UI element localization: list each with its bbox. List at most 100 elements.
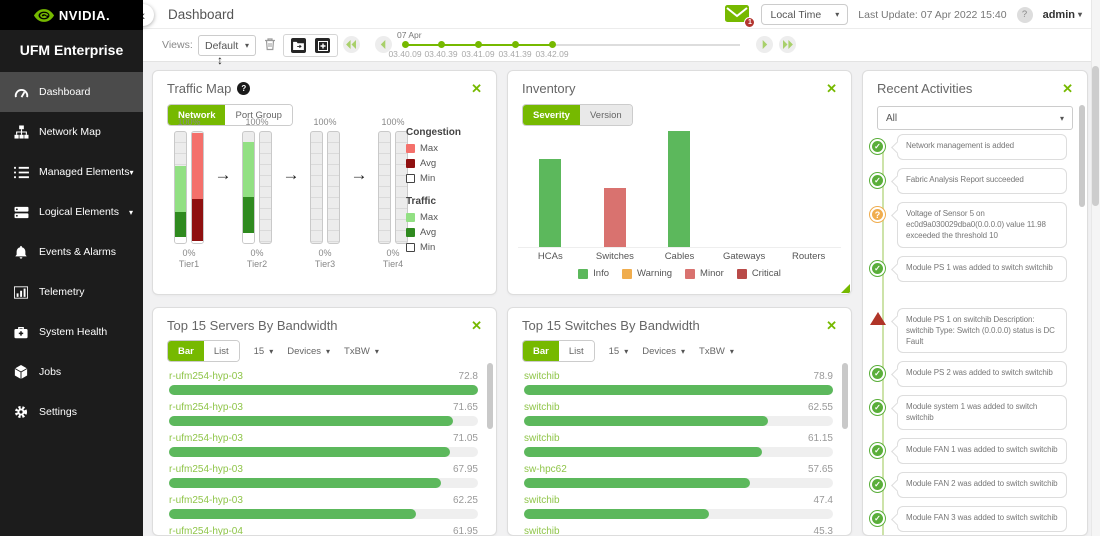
bandwidth-bar[interactable]	[169, 478, 478, 488]
device-link[interactable]: r-ufm254-hyp-03	[169, 433, 243, 444]
bandwidth-bar[interactable]	[524, 478, 833, 488]
tier3-traffic-bar[interactable]	[310, 131, 323, 244]
activity-item[interactable]: ✓ Module system 1 was added to switch sw…	[870, 395, 1067, 430]
tier4-traffic-bar[interactable]	[378, 131, 391, 244]
device-link[interactable]: r-ufm254-hyp-03	[169, 495, 243, 506]
device-link[interactable]: switchib	[524, 526, 560, 536]
tier3-congestion-bar[interactable]	[327, 131, 340, 244]
timeline-track[interactable]	[552, 43, 740, 46]
bandwidth-bar[interactable]	[169, 447, 478, 457]
bandwidth-bar[interactable]	[524, 509, 833, 519]
tier1-traffic-bar[interactable]	[174, 131, 187, 244]
bandwidth-bar[interactable]	[524, 447, 833, 457]
add-view-button[interactable]	[315, 38, 330, 53]
activity-item[interactable]: Module PS 1 on switchib Description: swi…	[870, 290, 1067, 354]
export-view-button[interactable]	[291, 38, 306, 53]
devices-select[interactable]: Devices ▾	[642, 345, 686, 357]
tier4-congestion-bar[interactable]	[395, 131, 408, 244]
activity-item[interactable]: ✓ Module FAN 3 was added to switch switc…	[870, 505, 1067, 532]
close-icon[interactable]: ✕	[826, 81, 837, 96]
tab-version[interactable]: Version	[579, 105, 632, 125]
messages-button[interactable]: 1	[725, 4, 756, 28]
tab-port-group[interactable]: Port Group	[225, 105, 292, 125]
activity-item[interactable]: ✓ Module PS 2 was added to switch switch…	[870, 361, 1067, 388]
sidebar-item-network-map[interactable]: Network Map	[0, 112, 143, 152]
sidebar-item-telemetry[interactable]: Telemetry	[0, 272, 143, 312]
sidebar-item-settings[interactable]: Settings	[0, 392, 143, 432]
timeline-tick-label: 03.41.39	[498, 49, 532, 59]
views-select[interactable]: Default ▾	[198, 35, 256, 56]
activity-item[interactable]: ✓ Module PS 1 was added to switch switch…	[870, 255, 1067, 282]
device-link[interactable]: switchib	[524, 402, 560, 413]
timeline-point[interactable]	[475, 41, 482, 48]
close-icon[interactable]: ✕	[1062, 81, 1073, 96]
bandwidth-bar[interactable]	[169, 385, 478, 395]
activities-filter-select[interactable]: All ▾	[877, 106, 1073, 130]
activity-item[interactable]: ? Voltage of Sensor 5 on ec0d9a030029dba…	[870, 202, 1067, 248]
tier2-congestion-bar[interactable]	[259, 131, 272, 244]
bar-hcas[interactable]	[539, 159, 562, 247]
timeline-point[interactable]	[438, 41, 445, 48]
device-link[interactable]: r-ufm254-hyp-03	[169, 464, 243, 475]
device-link[interactable]: switchib	[524, 371, 560, 382]
close-icon[interactable]: ✕	[471, 318, 482, 333]
tab-list[interactable]: List	[203, 341, 239, 361]
chevron-down-icon[interactable]: ▾	[128, 207, 133, 217]
timeline-point[interactable]	[512, 41, 519, 48]
sidebar-item-dashboard[interactable]: Dashboard	[0, 72, 143, 112]
help-button[interactable]: ?	[1016, 6, 1033, 23]
scrollbar-thumb[interactable]	[1079, 105, 1085, 207]
activity-item[interactable]: ✓ Network management is added	[870, 134, 1067, 160]
tab-network[interactable]: Network	[168, 105, 226, 125]
bandwidth-bar[interactable]	[524, 385, 833, 395]
activity-item[interactable]: ✓ Module FAN 1 was added to switch switc…	[870, 437, 1067, 464]
sidebar-item-system-health[interactable]: System Health	[0, 312, 143, 352]
timeline-prev-button[interactable]	[375, 36, 392, 53]
page-scrollbar-track[interactable]	[1091, 0, 1100, 536]
sidebar-item-managed-elements[interactable]: Managed Elements ▾	[0, 152, 143, 192]
tab-bar[interactable]: Bar	[168, 341, 204, 361]
metric-select[interactable]: TxBW ▾	[344, 345, 379, 357]
panel-resize-handle[interactable]	[841, 284, 850, 293]
timeline-rewind-button[interactable]	[343, 36, 360, 53]
delete-view-button[interactable]	[264, 37, 276, 56]
activity-item[interactable]: ✓ Module FAN 2 was added to switch switc…	[870, 471, 1067, 498]
sidebar-item-jobs[interactable]: Jobs	[0, 352, 143, 392]
device-link[interactable]: sw-hpc62	[524, 464, 567, 475]
tier1-congestion-bar[interactable]	[191, 131, 204, 244]
bandwidth-bar[interactable]	[169, 416, 478, 426]
timeline-next-button[interactable]	[756, 36, 773, 53]
close-icon[interactable]: ✕	[826, 318, 837, 333]
time-mode-select[interactable]: Local Time ▾	[761, 4, 849, 25]
bar-cables[interactable]	[668, 131, 691, 247]
device-link[interactable]: r-ufm254-hyp-04	[169, 526, 243, 536]
help-icon[interactable]: ?	[237, 82, 251, 95]
device-link[interactable]: r-ufm254-hyp-03	[169, 371, 243, 382]
chevron-down-icon[interactable]: ▾	[129, 167, 134, 177]
tier2-traffic-bar[interactable]	[242, 131, 255, 244]
bandwidth-bar[interactable]	[169, 509, 478, 519]
timeline-point[interactable]	[549, 41, 556, 48]
tab-list[interactable]: List	[558, 341, 594, 361]
timeline-point[interactable]	[402, 41, 409, 48]
bar-switches[interactable]	[603, 188, 626, 247]
count-select[interactable]: 15 ▾	[608, 345, 629, 357]
page-scrollbar-thumb[interactable]	[1092, 66, 1099, 206]
metric-select[interactable]: TxBW ▾	[699, 345, 734, 357]
timeline-forward-button[interactable]	[779, 36, 796, 53]
device-link[interactable]: switchib	[524, 433, 560, 444]
bandwidth-bar[interactable]	[524, 416, 833, 426]
device-link[interactable]: r-ufm254-hyp-03	[169, 402, 243, 413]
scrollbar-thumb[interactable]	[842, 363, 848, 429]
sidebar-item-events-alarms[interactable]: Events & Alarms	[0, 232, 143, 272]
tab-bar[interactable]: Bar	[523, 341, 559, 361]
tab-severity[interactable]: Severity	[523, 105, 580, 125]
devices-select[interactable]: Devices ▾	[287, 345, 331, 357]
device-link[interactable]: switchib	[524, 495, 560, 506]
count-select[interactable]: 15 ▾	[253, 345, 274, 357]
sidebar-item-logical-elements[interactable]: Logical Elements ▾	[0, 192, 143, 232]
close-icon[interactable]: ✕	[471, 81, 482, 96]
scrollbar-thumb[interactable]	[487, 363, 493, 429]
user-menu[interactable]: admin ▾	[1042, 8, 1082, 21]
activity-item[interactable]: ✓ Fabric Analysis Report succeeded	[870, 168, 1067, 194]
